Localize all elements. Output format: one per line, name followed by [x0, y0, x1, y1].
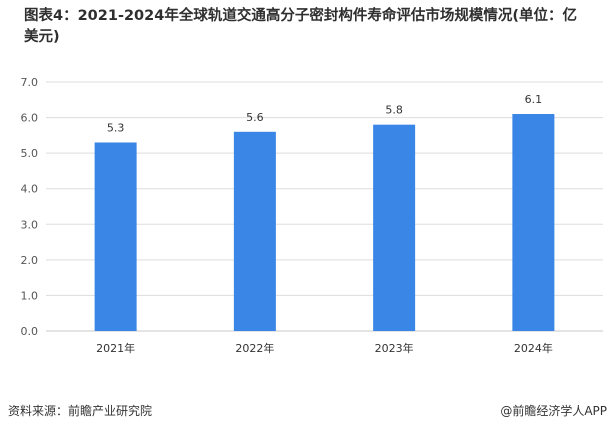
bar-2022年 — [233, 131, 276, 331]
data-label: 6.1 — [525, 93, 543, 106]
x-category-label: 2024年 — [514, 341, 553, 355]
chart-title: 图表4：2021-2024年全球轨道交通高分子密封构件寿命评估市场规模情况(单位… — [24, 8, 577, 45]
x-category-label: 2022年 — [235, 341, 274, 355]
bar-2023年 — [373, 124, 416, 331]
y-tick-label: 1.0 — [21, 289, 39, 302]
data-label: 5.3 — [107, 121, 125, 134]
bar-2021年 — [94, 142, 137, 331]
data-label: 5.8 — [385, 104, 403, 117]
grid-lines — [46, 81, 603, 332]
x-axis-categories: 2021年 2022年 2023年 2024年 — [96, 341, 553, 355]
y-tick-label: 3.0 — [21, 218, 39, 231]
x-category-label: 2023年 — [375, 341, 414, 355]
brand-note: @前瞻经济学人APP — [500, 404, 607, 418]
x-category-label: 2021年 — [96, 341, 135, 355]
y-axis-ticks: 0.0 1.0 2.0 3.0 4.0 5.0 6.0 7.0 — [21, 76, 39, 338]
y-tick-label: 6.0 — [21, 112, 39, 125]
data-labels: 5.3 5.6 5.8 6.1 — [107, 93, 542, 134]
data-label: 5.6 — [246, 111, 264, 124]
y-tick-label: 5.0 — [21, 147, 39, 160]
y-tick-label: 2.0 — [21, 254, 39, 267]
y-tick-label: 0.0 — [21, 325, 39, 338]
y-tick-label: 7.0 — [21, 76, 39, 89]
y-tick-label: 4.0 — [21, 183, 39, 196]
source-note: 资料来源：前瞻产业研究院 — [8, 404, 153, 418]
bars — [94, 114, 555, 331]
bar-2024年 — [512, 114, 555, 331]
